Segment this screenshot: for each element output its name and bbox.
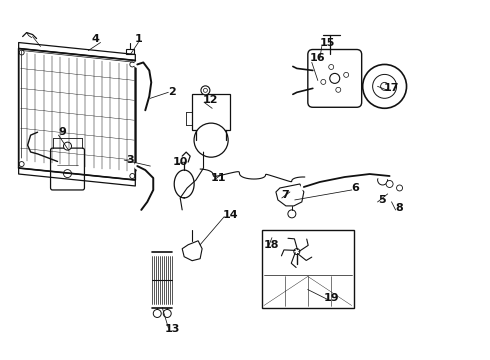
Circle shape — [336, 87, 341, 92]
Circle shape — [363, 64, 407, 108]
Circle shape — [64, 170, 72, 177]
Text: 18: 18 — [264, 240, 280, 250]
Text: 2: 2 — [169, 87, 176, 97]
Circle shape — [153, 310, 161, 318]
Text: 19: 19 — [324, 293, 340, 302]
FancyBboxPatch shape — [50, 148, 84, 190]
Text: 1: 1 — [134, 33, 142, 44]
Circle shape — [330, 73, 340, 84]
Circle shape — [321, 80, 326, 84]
Text: 17: 17 — [384, 84, 399, 93]
Circle shape — [130, 174, 135, 179]
Circle shape — [396, 185, 403, 191]
Circle shape — [201, 86, 210, 95]
Circle shape — [386, 180, 393, 188]
Text: 16: 16 — [310, 54, 326, 63]
Bar — [262, 230, 354, 307]
Polygon shape — [182, 241, 202, 261]
Circle shape — [381, 82, 389, 90]
Circle shape — [329, 64, 334, 69]
Circle shape — [203, 88, 207, 92]
Bar — [126, 49, 134, 54]
Text: 10: 10 — [172, 157, 188, 167]
Circle shape — [19, 50, 24, 55]
Text: 3: 3 — [126, 155, 134, 165]
Text: 6: 6 — [351, 183, 359, 193]
Circle shape — [372, 75, 396, 98]
Circle shape — [163, 310, 171, 318]
Text: 12: 12 — [202, 95, 218, 105]
Circle shape — [19, 162, 24, 167]
Circle shape — [194, 123, 228, 157]
Text: 14: 14 — [222, 210, 238, 220]
Text: 5: 5 — [378, 195, 386, 205]
Bar — [192, 94, 230, 130]
Circle shape — [294, 248, 300, 255]
Circle shape — [288, 210, 296, 218]
Text: 9: 9 — [59, 127, 67, 137]
Text: 4: 4 — [92, 33, 99, 44]
Text: 8: 8 — [396, 203, 403, 213]
Text: 11: 11 — [210, 173, 226, 183]
Text: 15: 15 — [320, 37, 336, 48]
FancyBboxPatch shape — [308, 50, 362, 107]
Text: 7: 7 — [281, 190, 289, 200]
Polygon shape — [276, 184, 304, 206]
Circle shape — [343, 72, 349, 77]
Circle shape — [130, 62, 135, 67]
Circle shape — [378, 175, 388, 185]
Circle shape — [64, 142, 72, 150]
Text: 13: 13 — [165, 324, 180, 334]
